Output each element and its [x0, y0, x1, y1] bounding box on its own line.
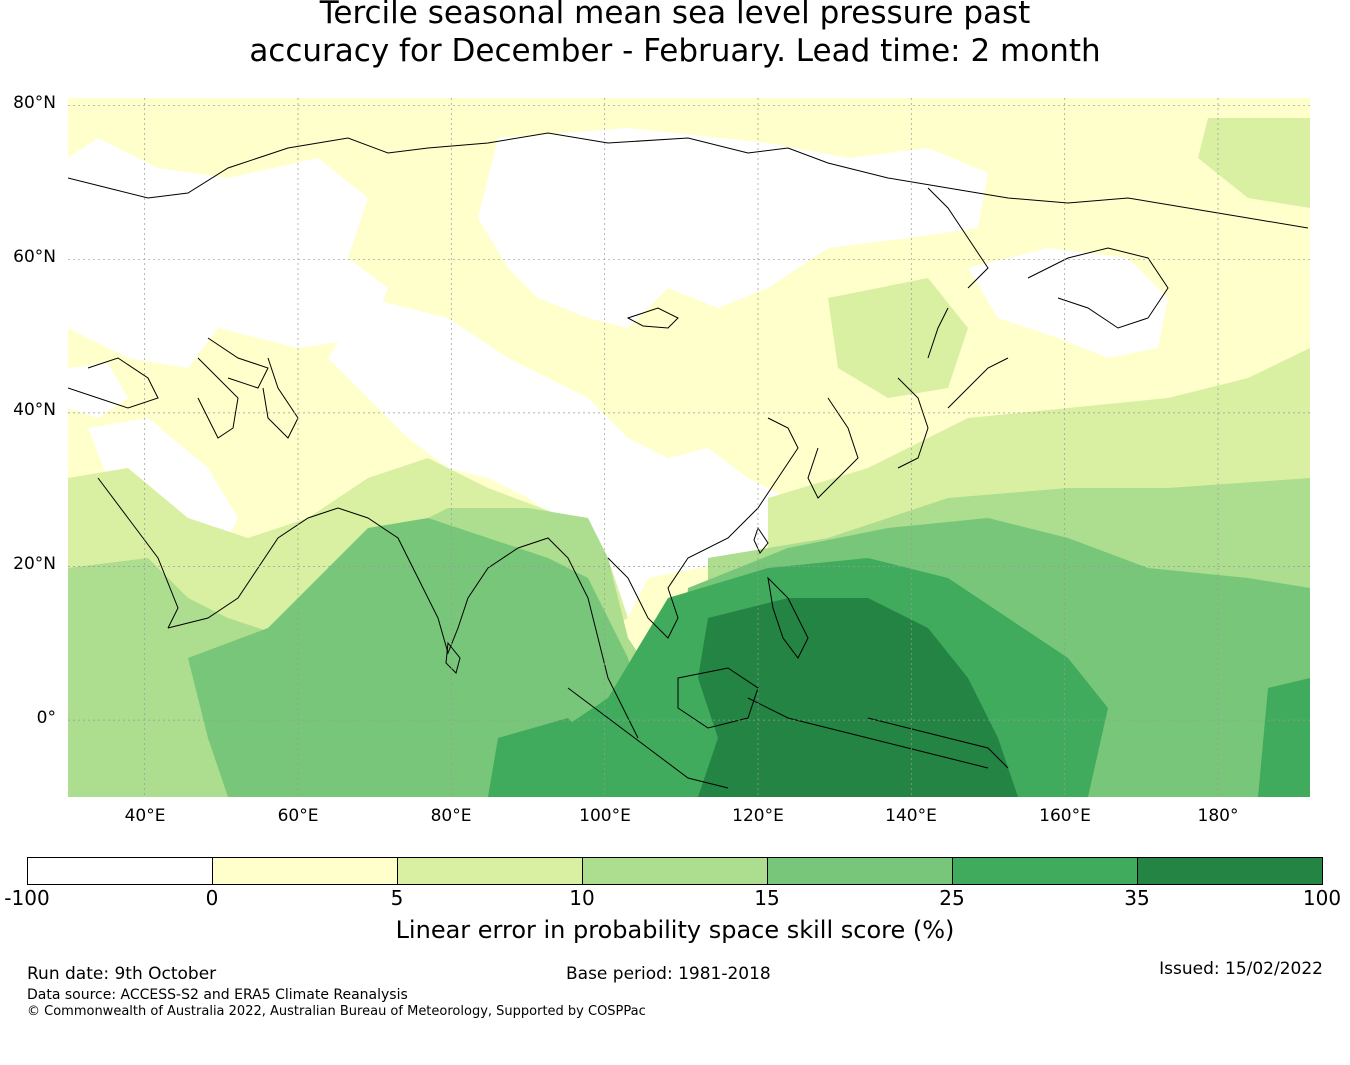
- lat-label-40n: 40°N: [13, 400, 56, 420]
- coastlines: [68, 132, 1309, 789]
- colorbar-segment: [213, 858, 398, 884]
- lat-label-0: 0°: [36, 708, 56, 728]
- title-line-2: accuracy for December - February. Lead t…: [249, 33, 1101, 69]
- skill-score-map: [68, 98, 1310, 797]
- colorbar-segment: [28, 858, 213, 884]
- copyright: © Commonwealth of Australia 2022, Austra…: [27, 1004, 646, 1019]
- lon-label-80e: 80°E: [430, 806, 472, 826]
- colorbar-tick: -100: [4, 886, 50, 910]
- lat-label-80n: 80°N: [13, 93, 56, 113]
- colorbar-label: Linear error in probability space skill …: [395, 916, 955, 944]
- skill-band-negative: [68, 128, 1168, 618]
- colorbar-tick: 15: [754, 886, 780, 910]
- colorbar-tick: 5: [390, 886, 404, 910]
- lat-label-60n: 60°N: [13, 247, 56, 267]
- run-date: Run date: 9th October: [27, 964, 217, 984]
- colorbar-tick: 0: [205, 886, 219, 910]
- colorbar-segment: [768, 858, 953, 884]
- map-title: Tercile seasonal mean sea level pressure…: [0, 0, 1350, 70]
- title-line-1: Tercile seasonal mean sea level pressure…: [319, 0, 1031, 31]
- colorbar-tick: 100: [1302, 886, 1342, 910]
- lon-label-40e: 40°E: [124, 806, 166, 826]
- lon-label-120e: 120°E: [732, 806, 784, 826]
- colorbar-tick: 35: [1124, 886, 1150, 910]
- issued-date: Issued: 15/02/2022: [1159, 959, 1323, 979]
- lon-label-140e: 140°E: [885, 806, 937, 826]
- graticule: [68, 98, 1310, 797]
- colorbar-segment: [953, 858, 1138, 884]
- lon-label-180: 180°: [1197, 806, 1239, 826]
- lon-label-100e: 100°E: [579, 806, 631, 826]
- data-source: Data source: ACCESS-S2 and ERA5 Climate …: [27, 987, 408, 1003]
- colorbar-tick: 10: [569, 886, 595, 910]
- colorbar: [27, 857, 1323, 885]
- lon-label-160e: 160°E: [1039, 806, 1091, 826]
- colorbar-segment: [583, 858, 768, 884]
- base-period: Base period: 1981-2018: [566, 964, 771, 984]
- lat-label-20n: 20°N: [13, 554, 56, 574]
- lon-label-60e: 60°E: [277, 806, 319, 826]
- skill-band-35-100: [698, 598, 1018, 797]
- colorbar-segment: [1138, 858, 1322, 884]
- colorbar-segment: [398, 858, 583, 884]
- colorbar-tick: 25: [939, 886, 965, 910]
